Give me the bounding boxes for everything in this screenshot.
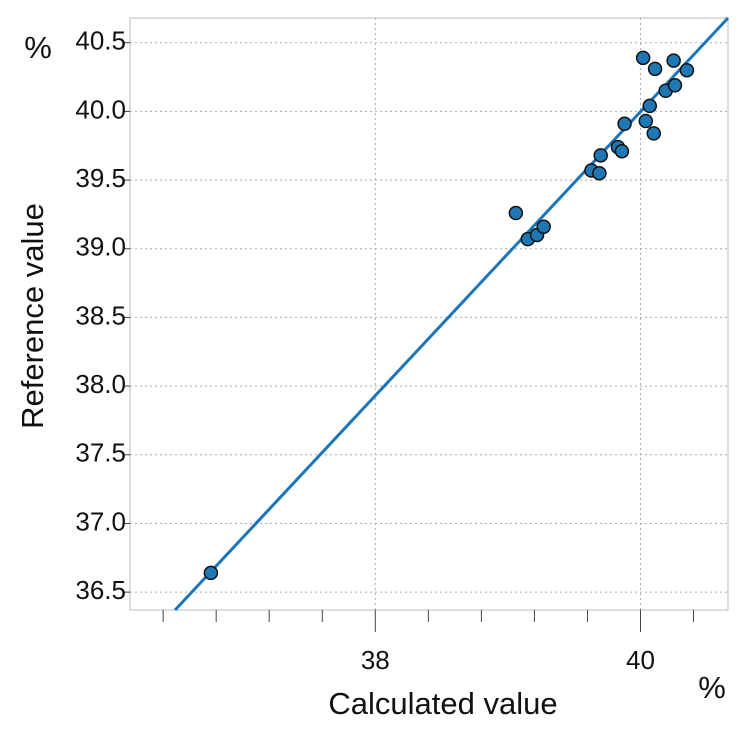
y-axis-label: Reference value	[15, 203, 50, 429]
point	[642, 98, 658, 114]
y-tick-label: 39.5	[75, 163, 126, 193]
x-tick-label: 40	[626, 645, 655, 675]
point	[536, 219, 551, 235]
plot-frame	[129, 17, 729, 611]
point	[647, 61, 663, 77]
x-unit: %	[698, 670, 726, 705]
y-tick-label: 38.5	[75, 300, 126, 330]
point	[667, 78, 683, 93]
point	[508, 205, 524, 221]
y-tick-label: 40.0	[75, 94, 126, 124]
point	[635, 50, 651, 66]
point	[592, 165, 607, 181]
y-tick-label: 36.5	[75, 575, 126, 605]
y-tick-label: 38.0	[75, 369, 126, 399]
x-tick-label: 38	[361, 645, 390, 675]
fit-line	[173, 16, 730, 612]
point	[646, 126, 661, 141]
y-tick-label: 37.5	[75, 438, 126, 468]
point	[614, 143, 630, 159]
point	[666, 53, 681, 68]
point	[679, 62, 695, 78]
x-axis-label: Calculated value	[328, 686, 557, 721]
point	[593, 148, 608, 163]
point	[203, 565, 219, 581]
y-unit: %	[24, 30, 52, 65]
y-tick-label: 37.0	[75, 506, 126, 536]
point	[638, 113, 654, 129]
y-tick-label: 40.5	[75, 26, 126, 56]
point	[617, 116, 632, 132]
y-tick-label: 39.0	[75, 232, 126, 262]
